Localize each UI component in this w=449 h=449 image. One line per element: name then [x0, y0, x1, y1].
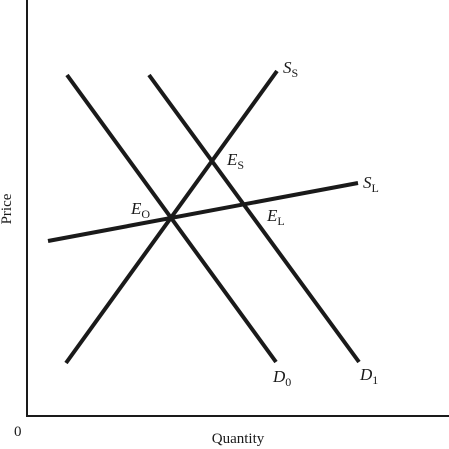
x-axis-label: Quantity — [212, 431, 265, 447]
label-d0: D0 — [272, 367, 291, 389]
label-eo: EO — [130, 199, 150, 221]
label-sl: SL — [363, 173, 379, 195]
long-run-supply-curve — [47, 181, 359, 243]
y-axis-label: Price — [0, 193, 15, 224]
label-d1: D1 — [359, 365, 378, 387]
origin-label: 0 — [14, 424, 22, 440]
label-es: ES — [226, 150, 244, 172]
label-ss: SS — [283, 58, 298, 80]
demand-curve-d1 — [147, 73, 361, 364]
label-el: EL — [266, 206, 285, 228]
